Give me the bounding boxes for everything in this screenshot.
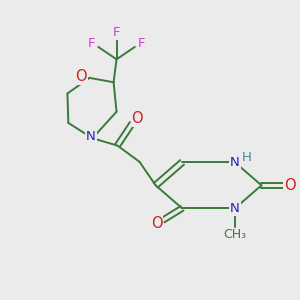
Text: N: N xyxy=(230,202,240,215)
Text: F: F xyxy=(138,37,145,50)
Text: O: O xyxy=(76,69,87,84)
Text: F: F xyxy=(113,26,120,39)
Text: CH₃: CH₃ xyxy=(224,228,247,241)
Text: N: N xyxy=(230,156,240,169)
Text: O: O xyxy=(284,178,296,193)
Text: O: O xyxy=(151,215,162,230)
Text: O: O xyxy=(132,111,143,126)
Text: H: H xyxy=(241,152,251,164)
Text: N: N xyxy=(86,130,96,143)
Text: F: F xyxy=(88,37,95,50)
